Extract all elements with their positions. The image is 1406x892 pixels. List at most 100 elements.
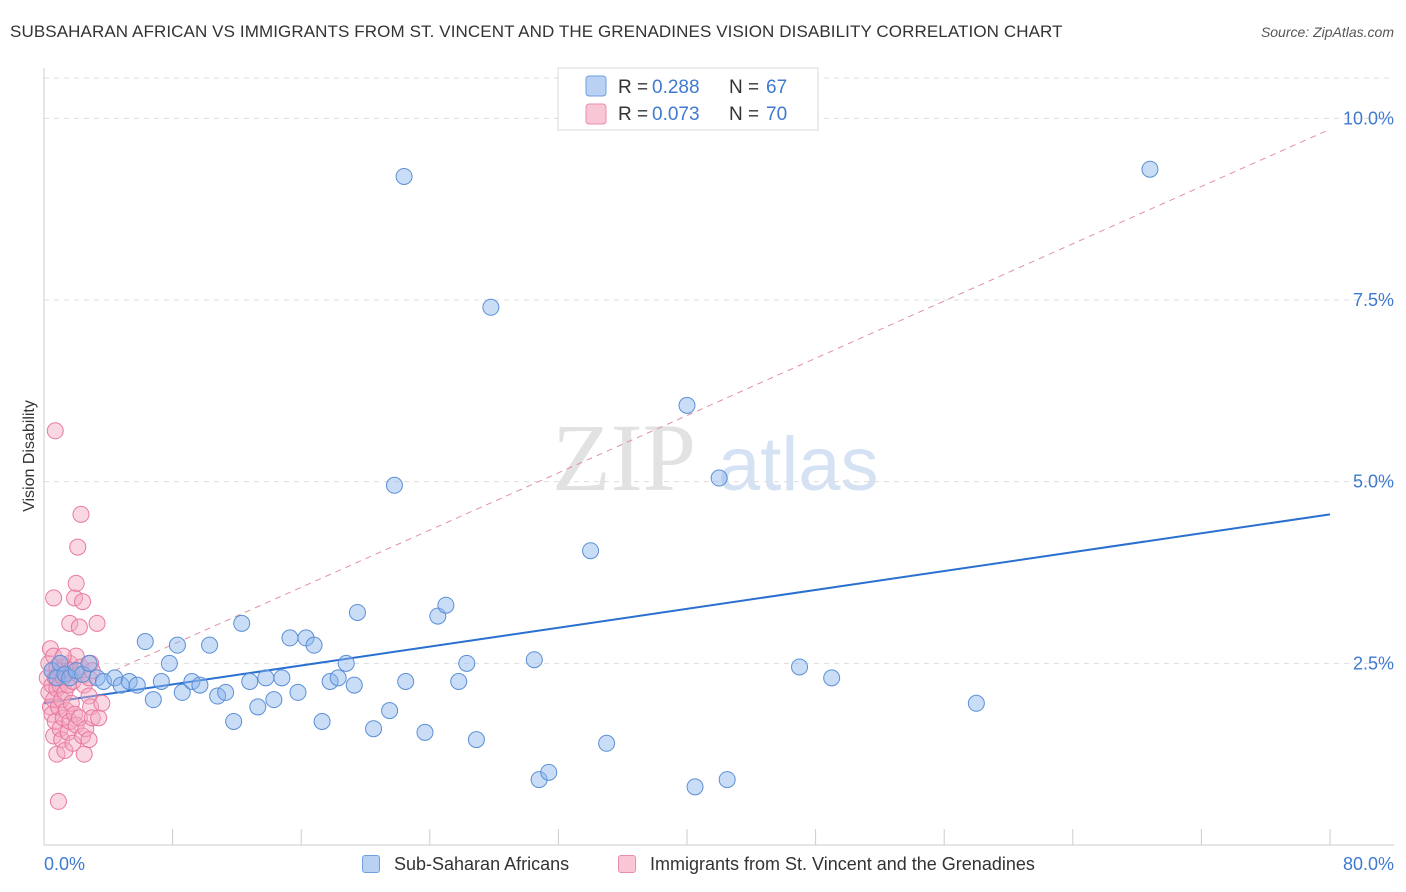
point-subsaharan	[217, 683, 235, 701]
point-subsaharan	[160, 654, 178, 672]
point-immigrants	[70, 709, 88, 727]
point-subsaharan	[450, 673, 468, 690]
series-immigrants-points	[38, 422, 111, 810]
point-subsaharan	[348, 603, 366, 621]
legend-n-label-2: N =	[729, 104, 759, 125]
point-subsaharan	[51, 654, 69, 672]
point-subsaharan	[183, 673, 201, 690]
point-immigrants	[77, 720, 95, 738]
point-subsaharan	[525, 651, 543, 669]
legend-box: R = 0.288 N = 67 R = 0.073 N = 70	[557, 67, 819, 131]
point-subsaharan	[381, 702, 399, 720]
point-subsaharan	[416, 723, 434, 741]
point-subsaharan	[305, 636, 323, 654]
point-subsaharan	[136, 633, 154, 651]
gridlines	[44, 77, 1394, 664]
legend-swatch-pink	[585, 103, 607, 125]
legend-r-label-2: R =	[618, 104, 648, 125]
legend-n-label-1: N =	[729, 77, 759, 98]
point-subsaharan	[173, 683, 191, 701]
point-subsaharan	[967, 694, 985, 712]
y-tick-label: 2.5%	[1353, 653, 1394, 673]
y-tick-labels: 2.5% 5.0% 7.5% 10.0%	[1343, 108, 1394, 673]
legend-r-value-1: 0.288	[652, 77, 700, 98]
point-subsaharan	[313, 712, 331, 730]
point-subsaharan	[225, 712, 243, 730]
point-subsaharan	[48, 669, 66, 687]
point-immigrants	[72, 505, 90, 523]
point-subsaharan	[321, 673, 339, 690]
chart-title: SUBSAHARAN AFRICAN VS IMMIGRANTS FROM ST…	[10, 22, 1063, 41]
x-ticks	[43, 829, 1331, 845]
bottom-legend-item-immigrants: Immigrants from St. Vincent and the Gren…	[618, 852, 1035, 876]
bottom-legend-label-subsaharan: Sub-Saharan Africans	[394, 853, 570, 874]
point-immigrants	[62, 694, 80, 712]
point-immigrants	[51, 720, 69, 738]
point-subsaharan	[365, 720, 383, 738]
point-subsaharan	[191, 676, 209, 694]
point-immigrants	[53, 731, 71, 749]
point-immigrants	[70, 618, 88, 636]
point-subsaharan	[94, 673, 112, 690]
point-subsaharan	[458, 654, 476, 672]
point-subsaharan	[281, 629, 299, 647]
point-subsaharan	[273, 669, 291, 687]
point-immigrants	[49, 792, 67, 810]
point-subsaharan	[289, 683, 307, 701]
bottom-legend-swatch-pink	[618, 855, 636, 873]
point-subsaharan	[233, 614, 251, 632]
point-subsaharan	[249, 698, 267, 716]
point-subsaharan	[80, 654, 98, 672]
trend-lines	[43, 128, 1331, 705]
point-immigrants	[69, 538, 87, 556]
point-immigrants	[80, 687, 98, 705]
watermark: ZIP atlas	[552, 404, 879, 511]
point-subsaharan	[74, 665, 92, 683]
point-immigrants	[67, 647, 85, 665]
point-subsaharan	[791, 658, 809, 676]
point-immigrants	[90, 709, 108, 727]
point-subsaharan	[337, 654, 355, 672]
point-subsaharan	[823, 669, 841, 687]
point-immigrants	[61, 614, 79, 632]
point-subsaharan	[168, 636, 186, 654]
legend-n-value-1: 67	[766, 77, 787, 98]
x-tick-label-max: 80.0%	[1343, 854, 1394, 874]
point-subsaharan	[120, 673, 138, 690]
bottom-legend-item-subsaharan: Sub-Saharan Africans	[362, 852, 569, 876]
x-tick-label-min: 0.0%	[44, 854, 85, 874]
legend-r-label-1: R =	[618, 77, 648, 98]
point-immigrants	[75, 745, 93, 763]
point-immigrants	[67, 574, 85, 592]
point-immigrants	[46, 422, 64, 440]
point-subsaharan	[530, 771, 548, 789]
point-subsaharan	[678, 396, 696, 414]
point-immigrants	[64, 734, 82, 752]
point-immigrants	[80, 731, 98, 749]
point-immigrants	[45, 589, 63, 607]
legend-r-value-2: 0.073	[652, 104, 700, 125]
y-axis-label: Vision Disability	[21, 400, 38, 512]
point-subsaharan	[437, 596, 455, 614]
point-subsaharan	[540, 763, 558, 781]
point-subsaharan	[329, 669, 347, 687]
bottom-legend-label-immigrants: Immigrants from St. Vincent and the Gren…	[650, 853, 1035, 874]
point-subsaharan	[385, 476, 403, 494]
point-immigrants	[83, 709, 101, 727]
point-subsaharan	[582, 542, 600, 560]
watermark-zip: ZIP	[552, 404, 696, 511]
trend-line-immigrants	[43, 128, 1331, 703]
point-subsaharan	[209, 687, 227, 705]
point-immigrants	[66, 589, 84, 607]
point-subsaharan	[397, 673, 415, 690]
series-subsaharan-points	[43, 160, 1159, 796]
point-subsaharan	[61, 669, 79, 687]
legend-swatch-blue	[585, 75, 607, 97]
point-subsaharan	[128, 676, 146, 694]
point-subsaharan	[201, 636, 219, 654]
point-subsaharan	[718, 771, 736, 789]
source-label: Source: ZipAtlas.com	[1260, 24, 1394, 40]
trend-line-subsaharan	[43, 513, 1331, 705]
point-immigrants	[45, 647, 63, 665]
